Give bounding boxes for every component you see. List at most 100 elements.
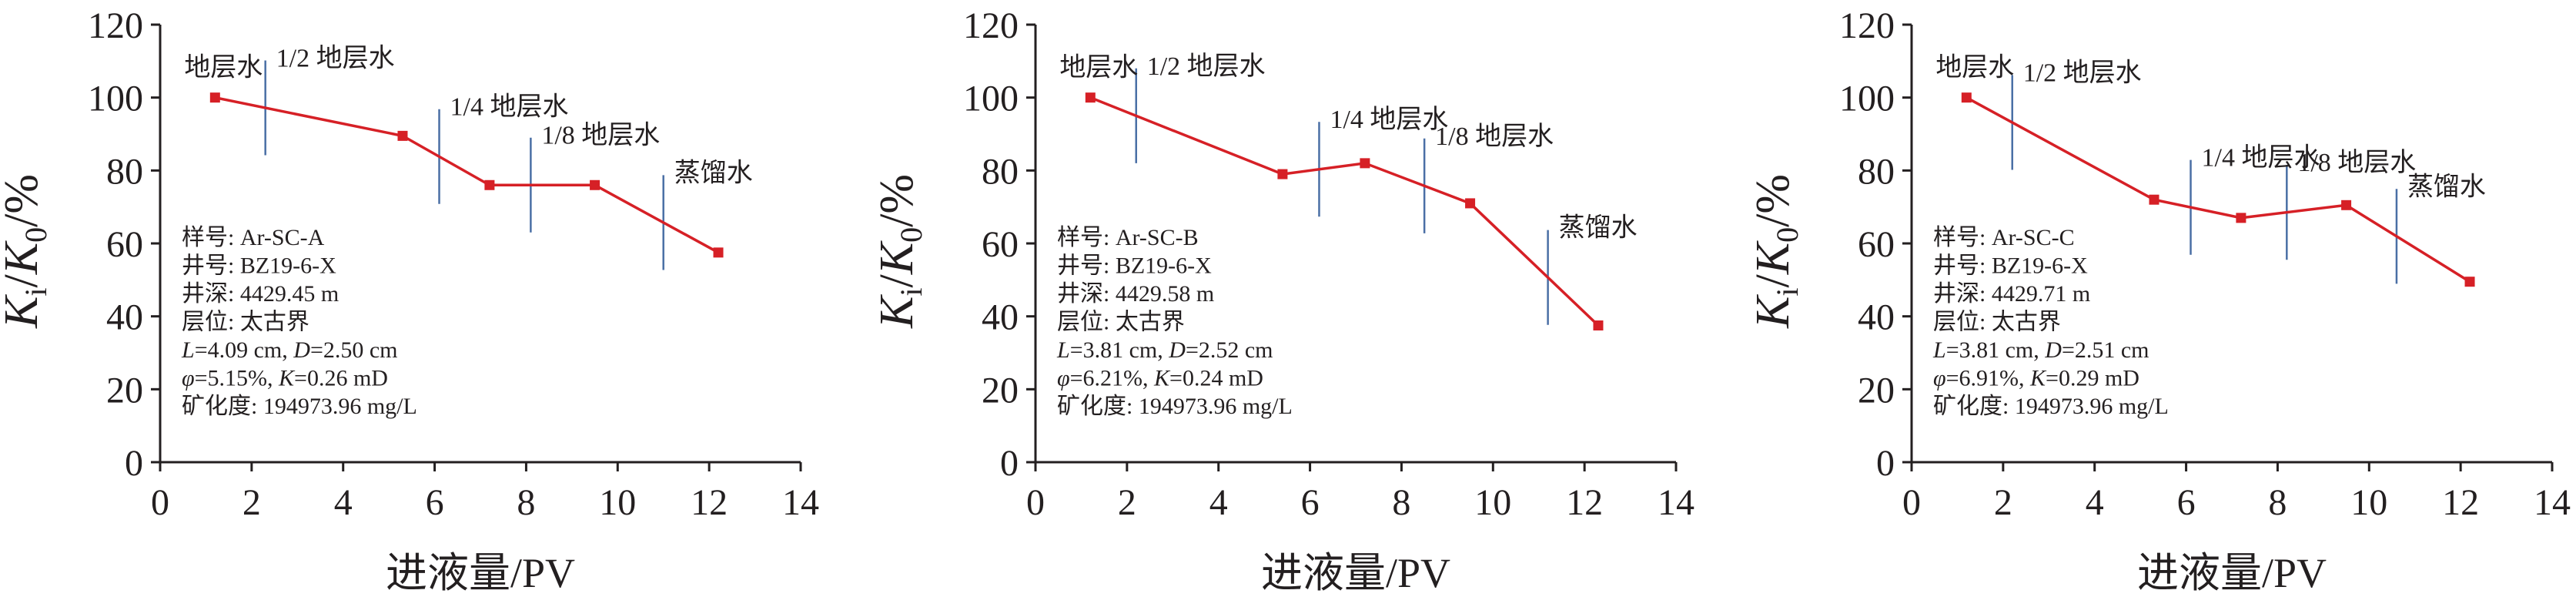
info-porosity-value: =6.21%,	[1070, 366, 1154, 391]
info-permeability-value: =0.29 mD	[2046, 366, 2139, 391]
y-tick-label: 0	[1000, 443, 1019, 484]
x-tick-label: 12	[2442, 482, 2479, 523]
info-permeability-symbol: K	[278, 366, 296, 391]
info-length-symbol: L	[1932, 337, 1946, 363]
x-axis-label: 进液量/PV	[386, 550, 575, 596]
data-point	[1085, 92, 1096, 103]
y-tick-label: 40	[1858, 297, 1895, 338]
info-layer: 层位: 太古界	[1057, 310, 1185, 335]
y-tick-label: 40	[982, 297, 1019, 338]
info-porosity-permeability: φ=6.21%, K=0.24 mD	[1057, 366, 1263, 391]
y-tick-label: 60	[1858, 224, 1895, 265]
y-label-unit: /%	[871, 174, 923, 227]
data-point	[713, 247, 724, 258]
info-length-value: =3.81 cm,	[1070, 337, 1169, 363]
info-diameter-value: =2.52 cm	[1186, 337, 1273, 363]
data-point	[1593, 320, 1604, 330]
info-depth: 井深: 4429.45 m	[182, 281, 339, 307]
stage-label: 地层水	[184, 53, 263, 82]
y-tick-label: 20	[106, 370, 143, 411]
info-diameter-symbol: D	[1168, 337, 1186, 363]
info-porosity-value: =6.91%,	[1946, 366, 2030, 391]
info-porosity-symbol: φ	[1933, 366, 1946, 391]
y-label-slash: /	[0, 273, 48, 287]
info-diameter-symbol: D	[293, 337, 310, 363]
stage-label: 1/8 地层水	[2297, 148, 2416, 177]
stage-label: 蒸馏水	[1559, 213, 1638, 243]
stage-label: 1/4 地层水	[1330, 105, 1448, 134]
info-length-value: =3.81 cm,	[1946, 337, 2046, 363]
x-tick-label: 2	[1994, 482, 2012, 523]
info-permeability-symbol: K	[1153, 366, 1171, 391]
y-label-sub-i: i	[894, 287, 928, 296]
y-tick-label: 60	[106, 224, 143, 265]
y-label-unit: /%	[0, 174, 48, 227]
stage-label: 1/8 地层水	[1435, 122, 1554, 151]
info-sample: 样号: Ar-SC-C	[1933, 225, 2075, 250]
info-dimensions: L=3.81 cm, D=2.52 cm	[1056, 337, 1273, 363]
y-label-sub-0: 0	[894, 227, 928, 243]
x-axis-label: 进液量/PV	[1261, 550, 1450, 596]
info-diameter-value: =2.51 cm	[2062, 337, 2149, 363]
y-tick-label: 100	[88, 79, 143, 119]
info-salinity: 矿化度: 194973.96 mg/L	[182, 394, 417, 419]
x-tick-label: 12	[1566, 482, 1603, 523]
x-tick-label: 4	[2086, 482, 2104, 523]
y-tick-label: 0	[1876, 443, 1895, 484]
info-permeability-symbol: K	[2029, 366, 2047, 391]
stage-label: 地层水	[1935, 53, 2014, 82]
info-dimensions: L=4.09 cm, D=2.50 cm	[181, 337, 398, 363]
data-point	[1277, 169, 1288, 179]
info-length-symbol: L	[181, 337, 195, 363]
data-point	[1465, 198, 1476, 209]
y-tick-label: 80	[982, 151, 1019, 192]
y-tick-label: 100	[1839, 79, 1895, 119]
stage-label: 1/4 地层水	[2202, 143, 2320, 173]
info-layer: 层位: 太古界	[182, 310, 309, 335]
info-sample: 样号: Ar-SC-B	[1057, 225, 1199, 250]
y-tick-label: 80	[106, 151, 143, 192]
y-tick-label: 120	[1839, 5, 1895, 46]
y-label-slash: /	[1747, 273, 1799, 287]
x-tick-label: 6	[1301, 482, 1320, 523]
info-length-symbol: L	[1056, 337, 1070, 363]
stage-label: 1/8 地层水	[541, 121, 660, 150]
info-sample: 样号: Ar-SC-A	[182, 225, 325, 250]
stage-label: 1/2 地层水	[276, 43, 395, 72]
stage-label: 1/2 地层水	[2023, 58, 2142, 87]
x-tick-label: 14	[2534, 482, 2571, 523]
x-tick-label: 8	[517, 482, 535, 523]
info-well: 井号: BZ19-6-X	[1057, 253, 1212, 279]
x-tick-label: 10	[1474, 482, 1511, 523]
info-salinity: 矿化度: 194973.96 mg/L	[1933, 394, 2169, 419]
x-tick-label: 10	[599, 482, 636, 523]
info-layer: 层位: 太古界	[1933, 310, 2061, 335]
x-tick-label: 12	[691, 482, 728, 523]
stage-label: 1/4 地层水	[450, 92, 569, 122]
y-label-sub-i: i	[1770, 287, 1805, 296]
x-tick-label: 4	[334, 482, 353, 523]
data-point	[2236, 213, 2246, 223]
data-point	[1360, 158, 1370, 169]
x-tick-label: 8	[1392, 482, 1410, 523]
info-diameter-symbol: D	[2044, 337, 2062, 363]
info-diameter-value: =2.50 cm	[310, 337, 398, 363]
y-tick-label: 80	[1858, 151, 1895, 192]
data-point	[2341, 200, 2352, 210]
info-well: 井号: BZ19-6-X	[182, 253, 336, 279]
y-label-sub-0: 0	[18, 227, 53, 243]
info-well: 井号: BZ19-6-X	[1933, 253, 2088, 279]
y-axis-label: Ki/K0/%	[0, 174, 53, 329]
x-tick-label: 6	[426, 482, 444, 523]
info-salinity: 矿化度: 194973.96 mg/L	[1057, 394, 1293, 419]
y-label-k: K	[0, 293, 48, 329]
data-point	[484, 179, 495, 190]
x-tick-label: 14	[782, 482, 819, 523]
y-tick-label: 100	[963, 79, 1019, 119]
y-label-k0: K	[0, 240, 48, 275]
x-tick-label: 2	[1118, 482, 1136, 523]
